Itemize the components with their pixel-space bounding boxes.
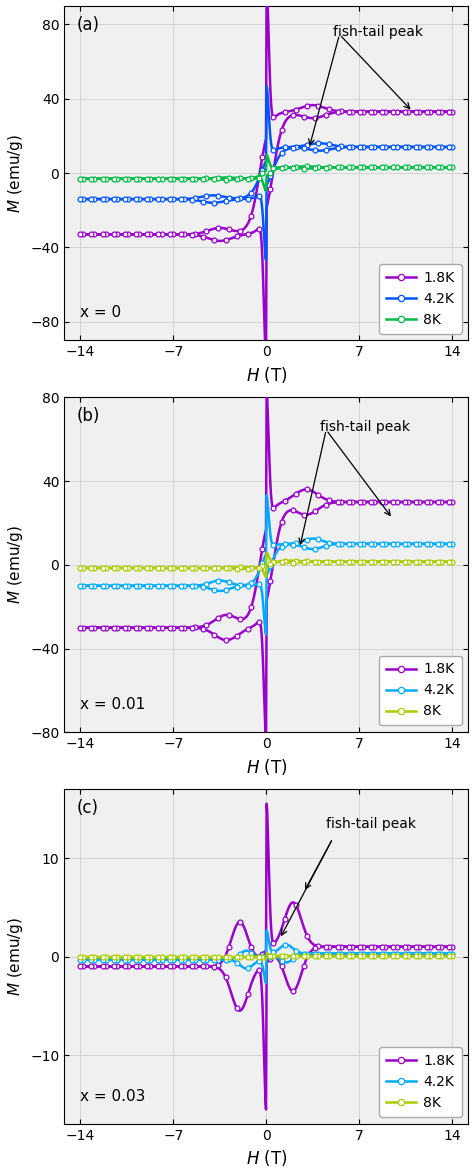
Text: (a): (a) (76, 15, 100, 34)
Text: (b): (b) (76, 407, 100, 425)
Legend: 1.8K, 4.2K, 8K: 1.8K, 4.2K, 8K (379, 264, 462, 333)
Legend: 1.8K, 4.2K, 8K: 1.8K, 4.2K, 8K (379, 655, 462, 726)
X-axis label: $H$ (T): $H$ (T) (246, 1148, 287, 1168)
Text: x = 0.03: x = 0.03 (81, 1089, 146, 1104)
Y-axis label: $M$ (emu/g): $M$ (emu/g) (6, 917, 25, 997)
Y-axis label: $M$ (emu/g): $M$ (emu/g) (6, 525, 25, 605)
Text: fish-tail peak: fish-tail peak (319, 419, 410, 433)
Text: fish-tail peak: fish-tail peak (326, 817, 416, 830)
Text: fish-tail peak: fish-tail peak (333, 25, 423, 39)
X-axis label: $H$ (T): $H$ (T) (246, 757, 287, 777)
Y-axis label: $M$ (emu/g): $M$ (emu/g) (6, 134, 25, 212)
Text: (c): (c) (76, 799, 98, 817)
Legend: 1.8K, 4.2K, 8K: 1.8K, 4.2K, 8K (379, 1047, 462, 1118)
Text: x = 0: x = 0 (81, 305, 121, 321)
X-axis label: $H$ (T): $H$ (T) (246, 365, 287, 385)
Text: x = 0.01: x = 0.01 (81, 697, 146, 713)
